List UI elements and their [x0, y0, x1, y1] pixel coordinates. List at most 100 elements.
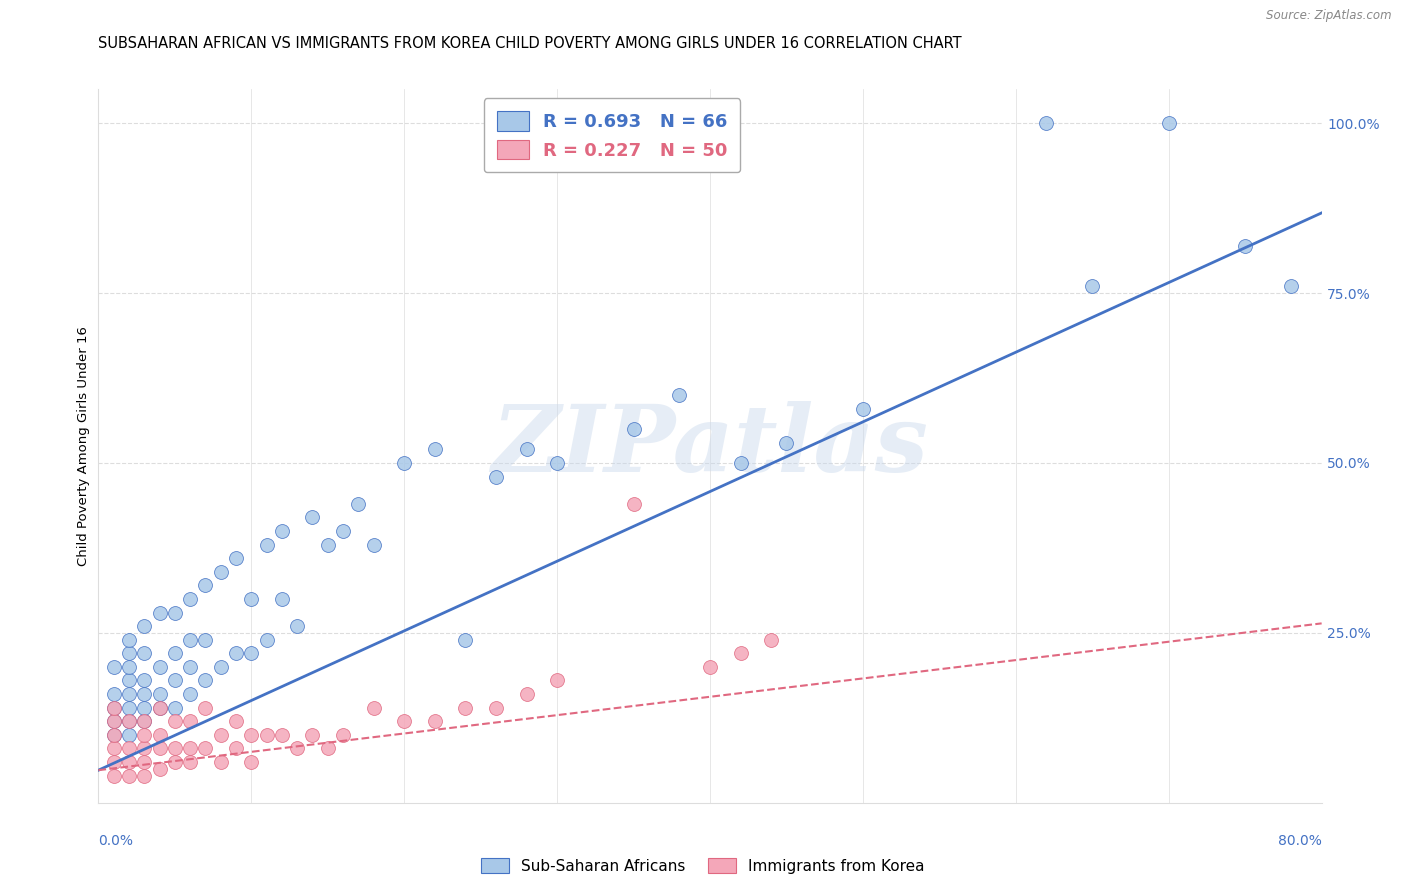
Point: [103, 687, 125, 701]
Point: [256, 537, 278, 551]
Point: [118, 714, 141, 729]
Point: [454, 632, 477, 647]
Point: [316, 537, 339, 551]
Point: [1035, 116, 1057, 130]
Point: [270, 591, 292, 606]
Point: [118, 646, 141, 660]
Point: [134, 687, 156, 701]
Point: [194, 741, 217, 756]
Point: [301, 728, 323, 742]
Point: [163, 606, 186, 620]
Legend: Sub-Saharan Africans, Immigrants from Korea: Sub-Saharan Africans, Immigrants from Ko…: [475, 852, 931, 880]
Point: [699, 660, 721, 674]
Point: [347, 497, 370, 511]
Point: [392, 714, 416, 729]
Point: [118, 673, 141, 688]
Point: [485, 700, 508, 714]
Point: [118, 728, 141, 742]
Point: [118, 714, 141, 729]
Point: [209, 565, 232, 579]
Point: [730, 456, 752, 470]
Point: [668, 388, 690, 402]
Point: [546, 456, 568, 470]
Point: [149, 660, 172, 674]
Point: [623, 422, 645, 436]
Point: [285, 619, 308, 633]
Point: [134, 714, 156, 729]
Point: [392, 456, 416, 470]
Legend: R = 0.693   N = 66, R = 0.227   N = 50: R = 0.693 N = 66, R = 0.227 N = 50: [484, 98, 741, 172]
Point: [103, 728, 125, 742]
Point: [134, 700, 156, 714]
Y-axis label: Child Poverty Among Girls Under 16: Child Poverty Among Girls Under 16: [77, 326, 90, 566]
Point: [149, 700, 172, 714]
Point: [516, 442, 538, 457]
Point: [118, 632, 141, 647]
Point: [179, 632, 201, 647]
Point: [316, 741, 339, 756]
Point: [149, 700, 172, 714]
Point: [1279, 279, 1302, 293]
Point: [149, 728, 172, 742]
Point: [485, 469, 508, 483]
Point: [516, 687, 538, 701]
Point: [103, 660, 125, 674]
Point: [194, 700, 217, 714]
Point: [256, 728, 278, 742]
Point: [103, 700, 125, 714]
Point: [134, 646, 156, 660]
Point: [332, 524, 354, 538]
Point: [225, 741, 247, 756]
Point: [134, 619, 156, 633]
Point: [285, 741, 308, 756]
Point: [363, 700, 385, 714]
Point: [103, 741, 125, 756]
Point: [256, 632, 278, 647]
Point: [730, 646, 752, 660]
Point: [163, 646, 186, 660]
Point: [134, 769, 156, 783]
Point: [209, 755, 232, 769]
Point: [759, 632, 782, 647]
Point: [163, 741, 186, 756]
Point: [363, 537, 385, 551]
Point: [179, 714, 201, 729]
Point: [332, 728, 354, 742]
Point: [179, 755, 201, 769]
Point: [240, 755, 263, 769]
Point: [163, 755, 186, 769]
Point: [194, 673, 217, 688]
Point: [103, 700, 125, 714]
Point: [103, 714, 125, 729]
Point: [149, 741, 172, 756]
Point: [179, 687, 201, 701]
Point: [134, 714, 156, 729]
Point: [179, 741, 201, 756]
Point: [134, 728, 156, 742]
Point: [134, 673, 156, 688]
Point: [423, 714, 446, 729]
Point: [103, 755, 125, 769]
Point: [194, 632, 217, 647]
Point: [852, 401, 875, 416]
Point: [225, 714, 247, 729]
Point: [103, 728, 125, 742]
Point: [1081, 279, 1104, 293]
Point: [301, 510, 323, 524]
Point: [149, 762, 172, 776]
Point: [240, 728, 263, 742]
Text: Source: ZipAtlas.com: Source: ZipAtlas.com: [1267, 9, 1392, 22]
Point: [454, 700, 477, 714]
Point: [623, 497, 645, 511]
Point: [194, 578, 217, 592]
Point: [163, 700, 186, 714]
Point: [118, 687, 141, 701]
Point: [134, 741, 156, 756]
Point: [179, 591, 201, 606]
Point: [163, 673, 186, 688]
Text: SUBSAHARAN AFRICAN VS IMMIGRANTS FROM KOREA CHILD POVERTY AMONG GIRLS UNDER 16 C: SUBSAHARAN AFRICAN VS IMMIGRANTS FROM KO…: [98, 36, 962, 51]
Point: [225, 646, 247, 660]
Text: 0.0%: 0.0%: [98, 834, 134, 848]
Point: [240, 646, 263, 660]
Point: [149, 687, 172, 701]
